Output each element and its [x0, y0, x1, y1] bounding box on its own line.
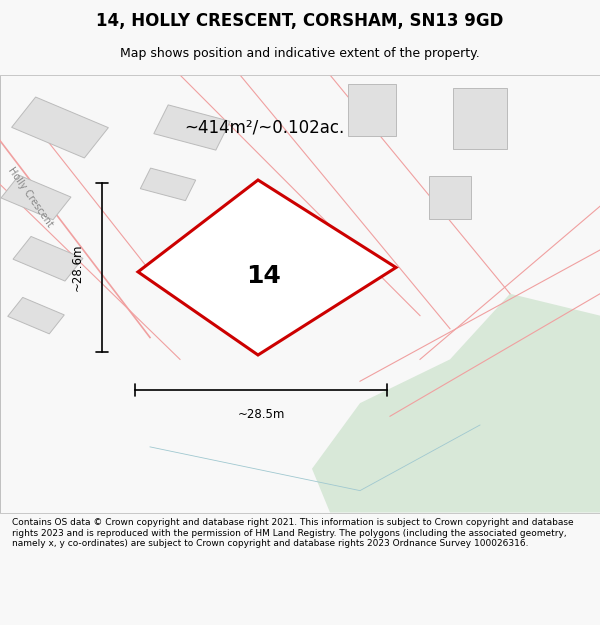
Polygon shape [1, 175, 71, 220]
Text: Contains OS data © Crown copyright and database right 2021. This information is : Contains OS data © Crown copyright and d… [12, 518, 574, 548]
Text: ~28.5m: ~28.5m [238, 408, 284, 421]
Text: 14, HOLLY CRESCENT, CORSHAM, SN13 9GD: 14, HOLLY CRESCENT, CORSHAM, SN13 9GD [97, 12, 503, 30]
Polygon shape [198, 238, 258, 280]
Polygon shape [312, 294, 600, 512]
Text: Map shows position and indicative extent of the property.: Map shows position and indicative extent… [120, 48, 480, 61]
Text: 14: 14 [247, 264, 281, 288]
Polygon shape [13, 236, 83, 281]
Polygon shape [140, 168, 196, 201]
Polygon shape [154, 105, 230, 150]
Text: ~28.6m: ~28.6m [71, 244, 84, 291]
Polygon shape [8, 298, 64, 334]
Polygon shape [284, 248, 340, 288]
Text: Holly Crescent: Holly Crescent [5, 166, 55, 229]
Polygon shape [453, 88, 507, 149]
Polygon shape [348, 84, 396, 136]
Polygon shape [11, 97, 109, 158]
Text: ~414m²/~0.102ac.: ~414m²/~0.102ac. [184, 119, 344, 136]
Polygon shape [138, 180, 396, 355]
Polygon shape [429, 176, 471, 219]
